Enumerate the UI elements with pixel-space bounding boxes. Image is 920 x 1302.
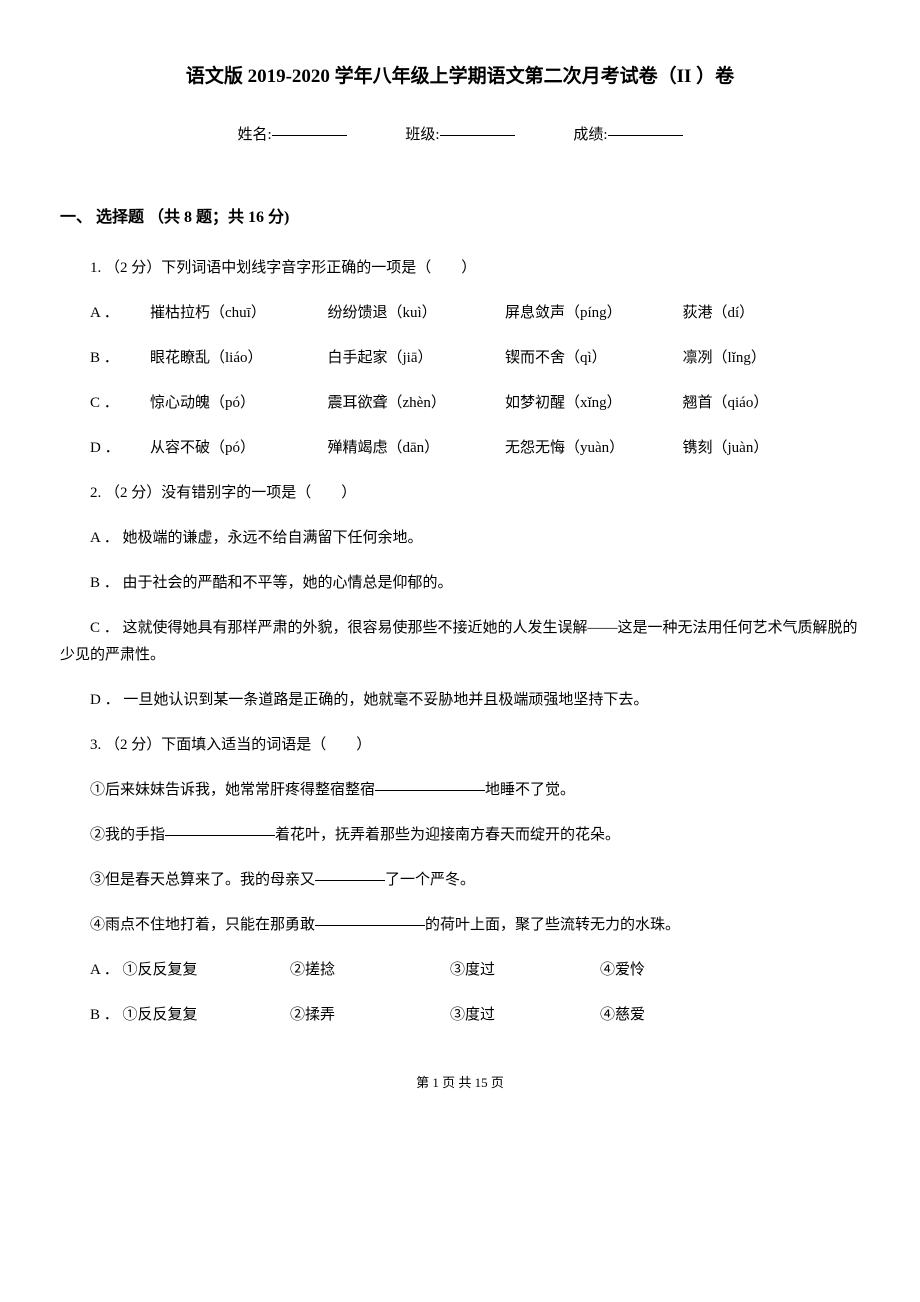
info-line: 姓名: 班级: 成绩:	[60, 122, 860, 149]
opt-text: 从容不破（pó）	[150, 435, 328, 462]
class-blank	[440, 135, 515, 136]
opt-text: ①反反复复	[123, 1007, 198, 1023]
opt-label: A ．	[90, 300, 150, 327]
question-2: 2. （2 分）没有错别字的一项是（ ） A ． 她极端的谦虚，永远不给自满留下…	[60, 480, 860, 714]
fill-blank	[315, 925, 425, 926]
opt-text: 翘首（qiáo）	[683, 390, 861, 417]
question-3: 3. （2 分）下面填入适当的词语是（ ） ①后来妹妹告诉我，她常常肝疼得整宿整…	[60, 732, 860, 1029]
name-blank	[272, 135, 347, 136]
opt-text: ①反反复复	[123, 962, 198, 978]
opt-text: 眼花瞭乱（liáo）	[150, 345, 328, 372]
opt-text: ②搓捻	[290, 957, 450, 984]
q3-sub4: ④雨点不住地打着，只能在那勇敢 的荷叶上面，聚了些流转无力的水珠。	[90, 912, 860, 939]
sub-text: ④雨点不住地打着，只能在那勇敢	[90, 917, 315, 933]
q2-option-d: D ． 一旦她认识到某一条道路是正确的，她就毫不妥胁地并且极端顽强地坚持下去。	[90, 687, 860, 714]
q3-option-a: A ． ①反反复复 ②搓捻 ③度过 ④爱怜	[90, 957, 860, 984]
opt-text: 镌刻（juàn）	[683, 435, 861, 462]
opt-text: 纷纷馈退（kuì）	[328, 300, 506, 327]
sub-text: 了一个严冬。	[385, 872, 475, 888]
q3-sub1: ①后来妹妹告诉我，她常常肝疼得整宿整宿 地睡不了觉。	[90, 777, 860, 804]
opt-text: 凛冽（lǐng）	[683, 345, 861, 372]
opt-text: 摧枯拉朽（chuī）	[150, 300, 328, 327]
opt-text: ④慈爱	[600, 1002, 720, 1029]
opt-text: ④爱怜	[600, 957, 720, 984]
fill-blank	[315, 880, 385, 881]
fill-blank	[375, 790, 485, 791]
opt-label-text: B ． ①反反复复	[90, 1002, 290, 1029]
opt-label: D ．	[90, 435, 150, 462]
opt-text: 无怨无悔（yuàn）	[505, 435, 683, 462]
score-blank	[608, 135, 683, 136]
fill-blank	[165, 835, 275, 836]
q2-stem: 2. （2 分）没有错别字的一项是（ ）	[90, 480, 860, 507]
sub-text: ①后来妹妹告诉我，她常常肝疼得整宿整宿	[90, 782, 375, 798]
sub-text: 着花叶，抚弄着那些为迎接南方春天而绽开的花朵。	[275, 827, 620, 843]
opt-text: ②揉弄	[290, 1002, 450, 1029]
q2-option-b: B ． 由于社会的严酷和不平等，她的心情总是仰郁的。	[90, 570, 860, 597]
q1-option-a: A ． 摧枯拉朽（chuī） 纷纷馈退（kuì） 屏息敛声（píng） 荻港（d…	[90, 300, 860, 327]
page-title: 语文版 2019-2020 学年八年级上学期语文第二次月考试卷（II ）卷	[60, 60, 860, 94]
question-1: 1. （2 分）下列词语中划线字音字形正确的一项是（ ） A ． 摧枯拉朽（ch…	[60, 255, 860, 462]
section-header: 一、 选择题 （共 8 题；共 16 分)	[60, 204, 860, 233]
q1-option-d: D ． 从容不破（pó） 殚精竭虑（dān） 无怨无悔（yuàn） 镌刻（juà…	[90, 435, 860, 462]
q3-sub2: ②我的手指 着花叶，抚弄着那些为迎接南方春天而绽开的花朵。	[90, 822, 860, 849]
page-footer: 第 1 页 共 15 页	[60, 1071, 860, 1094]
score-label: 成绩:	[573, 127, 607, 143]
opt-text: ③度过	[450, 957, 600, 984]
q1-stem: 1. （2 分）下列词语中划线字音字形正确的一项是（ ）	[90, 255, 860, 282]
q2-option-c: C ． 这就使得她具有那样严肃的外貌，很容易使那些不接近她的人发生误解——这是一…	[60, 615, 860, 669]
opt-text: 震耳欲聋（zhèn）	[328, 390, 506, 417]
class-label: 班级:	[405, 127, 439, 143]
sub-text: ②我的手指	[90, 827, 165, 843]
opt-text: 殚精竭虑（dān）	[328, 435, 506, 462]
sub-text: 的荷叶上面，聚了些流转无力的水珠。	[425, 917, 680, 933]
opt-text: 屏息敛声（píng）	[505, 300, 683, 327]
opt-text: 如梦初醒（xǐng）	[505, 390, 683, 417]
q3-stem: 3. （2 分）下面填入适当的词语是（ ）	[90, 732, 860, 759]
q1-option-c: C ． 惊心动魄（pó） 震耳欲聋（zhèn） 如梦初醒（xǐng） 翘首（qi…	[90, 390, 860, 417]
opt-text: 惊心动魄（pó）	[150, 390, 328, 417]
q2-option-a: A ． 她极端的谦虚，永远不给自满留下任何余地。	[90, 525, 860, 552]
opt-label: B ．	[90, 345, 150, 372]
sub-text: 地睡不了觉。	[485, 782, 575, 798]
opt-text: 荻港（dí）	[683, 300, 861, 327]
q3-option-b: B ． ①反反复复 ②揉弄 ③度过 ④慈爱	[90, 1002, 860, 1029]
opt-text: 锲而不舍（qì）	[505, 345, 683, 372]
opt-label: A ．	[90, 962, 119, 978]
opt-text: ③度过	[450, 1002, 600, 1029]
opt-label: B ．	[90, 1007, 119, 1023]
opt-text: 白手起家（jiā）	[328, 345, 506, 372]
sub-text: ③但是春天总算来了。我的母亲又	[90, 872, 315, 888]
opt-label-text: A ． ①反反复复	[90, 957, 290, 984]
opt-label: C ．	[90, 390, 150, 417]
q3-sub3: ③但是春天总算来了。我的母亲又 了一个严冬。	[90, 867, 860, 894]
opt-text: C ． 这就使得她具有那样严肃的外貌，很容易使那些不接近她的人发生误解——这是一…	[60, 620, 858, 663]
q1-option-b: B ． 眼花瞭乱（liáo） 白手起家（jiā） 锲而不舍（qì） 凛冽（lǐn…	[90, 345, 860, 372]
name-label: 姓名:	[237, 127, 271, 143]
